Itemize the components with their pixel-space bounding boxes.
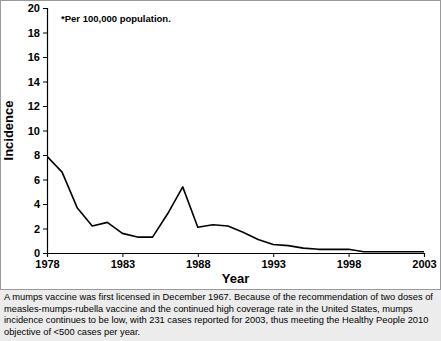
tick: 0 [34, 247, 47, 259]
y-axis: 0 2 4 6 8 10 12 14 16 18 20 [28, 2, 48, 259]
tick-mark [43, 131, 47, 132]
tick-label: 16 [28, 51, 40, 63]
tick-mark [43, 8, 47, 9]
tick-label: 1993 [261, 258, 285, 270]
tick-label: 12 [28, 100, 40, 112]
tick-label: 10 [28, 125, 40, 137]
tick: 2 [34, 223, 47, 235]
tick: 16 [28, 51, 47, 63]
tick-label: 8 [34, 149, 40, 161]
tick-mark [43, 106, 47, 107]
tick: 14 [28, 76, 47, 88]
tick-mark [43, 57, 47, 58]
tick: 1993 [261, 253, 285, 270]
tick-mark [43, 82, 47, 83]
tick: 1998 [337, 253, 361, 270]
tick: 8 [34, 149, 47, 161]
tick-mark [122, 253, 123, 257]
tick-label: 4 [34, 198, 41, 210]
tick: 6 [34, 174, 47, 186]
tick: 1988 [186, 253, 210, 270]
axis-line [43, 9, 48, 254]
tick: 4 [34, 198, 47, 210]
tick-label: 2003 [412, 258, 436, 270]
tick-mark [198, 253, 199, 257]
tick-label: 1983 [111, 258, 135, 270]
tick-mark [43, 33, 47, 34]
data-line [47, 156, 424, 252]
tick-label: 18 [28, 27, 40, 39]
chart-background [1, 1, 441, 290]
tick: 2003 [412, 253, 436, 270]
caption: A mumps vaccine was first licensed in De… [4, 292, 437, 338]
tick: 1983 [111, 253, 135, 270]
tick: 12 [28, 100, 47, 112]
tick-label: 1998 [337, 258, 361, 270]
x-axis: 1978 1983 1988 1993 1998 2003 [35, 253, 436, 270]
tick: 20 [28, 2, 47, 14]
tick-mark [43, 204, 47, 205]
tick-label: 0 [34, 247, 40, 259]
chart: 1978 1983 1988 1993 1998 2003 0 2 4 6 8 10 12 14 16 18 2… [0, 0, 441, 290]
tick-mark [43, 155, 47, 156]
tick-mark [43, 253, 47, 254]
tick-label: 6 [34, 174, 40, 186]
tick-mark [424, 253, 425, 257]
tick-label: 14 [28, 76, 41, 88]
tick-label: 20 [28, 2, 40, 14]
tick-mark [273, 253, 274, 257]
tick: 10 [28, 125, 47, 137]
tick-mark [43, 180, 47, 181]
tick-mark [349, 253, 350, 257]
annotation: *Per 100,000 population. [61, 13, 171, 24]
tick: 18 [28, 27, 47, 39]
tick-label: 1978 [35, 258, 59, 270]
tick-label: 2 [34, 223, 40, 235]
axis-line [48, 254, 425, 258]
x-axis-title: Year [222, 271, 249, 286]
y-axis-title: Incidence [1, 101, 16, 161]
plot-area [47, 156, 424, 252]
tick-mark [43, 229, 47, 230]
tick-label: 1988 [186, 258, 210, 270]
